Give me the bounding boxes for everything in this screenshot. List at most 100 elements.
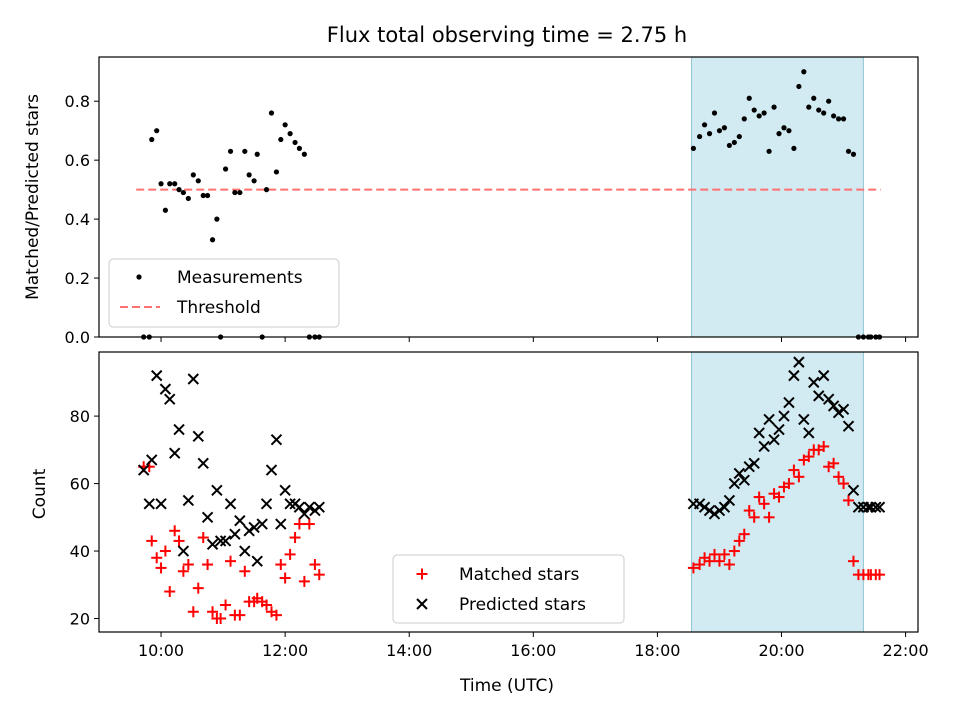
measurement-point (162, 207, 168, 213)
predicted-star-point (753, 427, 765, 439)
measurement-point (259, 334, 265, 340)
measurement-point (218, 334, 224, 340)
predicted-star-point-b (847, 484, 860, 497)
measurement-point (806, 104, 812, 110)
measurement-point (855, 334, 862, 340)
predicted-star-point-b (313, 501, 325, 513)
matched-star-point (733, 535, 745, 547)
predicted-star-point (847, 484, 860, 497)
measurement-point (716, 128, 723, 134)
predicted-star-point (173, 423, 185, 436)
bottom-x-tick-label: 12:00 (262, 641, 308, 660)
predicted-star-point-b (873, 501, 886, 513)
predicted-star-point-b (852, 501, 865, 513)
predicted-star-point-b (718, 501, 731, 513)
matched-star-point (838, 478, 850, 490)
matched-star-point (234, 609, 246, 621)
measurement-point (292, 139, 298, 146)
predicted-star-point-b (192, 430, 204, 443)
top-y-axis-label: Matched/Predicted stars (23, 94, 43, 300)
legend-predicted-marker-b (416, 598, 428, 610)
predicted-star-point-b (284, 498, 296, 510)
predicted-star-point-b (832, 407, 845, 419)
matched-star-point (298, 575, 310, 587)
measurement-point (736, 133, 742, 140)
matched-star-point (309, 559, 321, 571)
bottom-x-tick-label: 20:00 (758, 641, 804, 660)
predicted-star-point (155, 498, 167, 510)
predicted-star-point-b (279, 484, 291, 497)
predicted-star-point-b (733, 467, 746, 480)
matched-star-point (169, 525, 181, 537)
measurement-point (850, 151, 857, 157)
measurement-point (821, 110, 827, 116)
measurement-point (873, 334, 879, 340)
matched-star-point (220, 599, 232, 611)
predicted-star-point (143, 498, 155, 510)
measurement-point (204, 192, 211, 199)
predicted-star-point-b (137, 464, 150, 476)
measurement-point (180, 189, 186, 196)
predicted-star-point-b (822, 393, 835, 405)
measurement-point (840, 116, 847, 122)
measurement-point (141, 334, 147, 340)
matched-star-point (833, 471, 845, 483)
matched-star-point (728, 545, 740, 557)
predicted-star-point (873, 501, 886, 513)
predicted-star-point (187, 373, 200, 385)
predicted-star-point-b (146, 454, 158, 466)
predicted-star-point (803, 427, 815, 439)
measurement-point (791, 145, 797, 151)
matched-star-point (202, 559, 214, 571)
matched-star-point (763, 511, 775, 523)
top-highlight-band (691, 56, 864, 338)
matched-star-point (303, 518, 315, 530)
top-y-tick-label: 0.6 (65, 151, 90, 170)
measurement-point (282, 122, 288, 128)
measurement-point (801, 69, 807, 75)
bottom-highlight-band (691, 351, 864, 633)
matched-star-point (874, 569, 886, 581)
predicted-star-point-b (837, 403, 850, 416)
chart-title: Flux total observing time = 2.75 h (327, 23, 687, 47)
predicted-star-point (206, 538, 219, 550)
x-axis-label: Time (UTC) (459, 676, 554, 696)
measurement-point (149, 136, 155, 143)
predicted-star-point (778, 410, 790, 422)
measurement-point (246, 172, 252, 178)
measurement-point (771, 104, 777, 110)
predicted-star-point-b (270, 434, 283, 446)
predicted-star-point-b (748, 457, 760, 470)
predicted-star-point-b (243, 525, 255, 537)
predicted-star-point-b (778, 410, 790, 422)
predicted-star-point-b (793, 356, 805, 368)
matched-star-point (828, 457, 840, 469)
predicted-star-point (788, 369, 800, 382)
bottom-legend-box (392, 554, 625, 624)
predicted-star-point (192, 430, 204, 443)
legend-matched-marker (416, 568, 428, 580)
predicted-star-point-b (229, 528, 241, 540)
measurement-point (711, 110, 718, 116)
bottom-panel: 20 40 60 80 10:00 12:00 14:00 16:00 18:00 20:00 22… (70, 351, 929, 660)
measurement-point (776, 131, 782, 137)
predicted-star-point (817, 369, 830, 382)
predicted-star-point-b (713, 504, 726, 517)
predicted-star-point-b (182, 494, 195, 507)
predicted-star-point (827, 400, 840, 412)
predicted-star-point-b (768, 434, 780, 446)
predicted-star-point (270, 434, 283, 446)
measurement-point (697, 133, 703, 140)
predicted-star-point-b (173, 423, 185, 436)
predicted-star-point-b (260, 498, 273, 510)
predicted-star-point-b (738, 474, 750, 486)
bottom-y-tick-label: 80 (70, 407, 90, 426)
predicted-star-point-b (703, 504, 716, 517)
measurement-point (209, 237, 216, 243)
predicted-star-point-b (813, 390, 825, 402)
bottom-x-tick-label: 10:00 (138, 641, 184, 660)
measurement-point (868, 334, 874, 340)
measurement-point (273, 169, 280, 175)
measurement-point (296, 145, 303, 151)
